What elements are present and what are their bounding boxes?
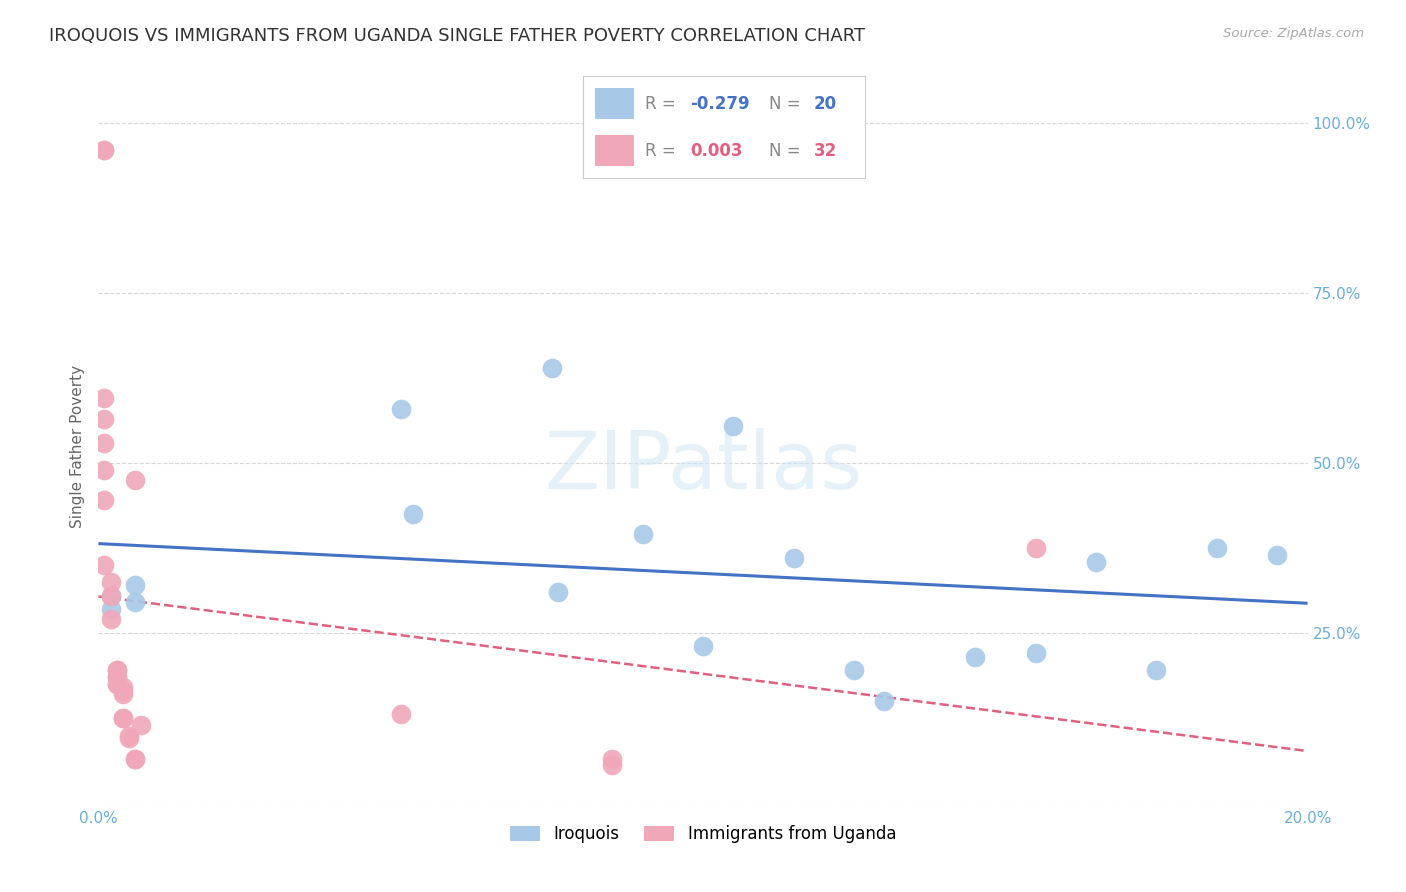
Point xyxy=(105,677,128,691)
Point xyxy=(93,392,115,406)
Point xyxy=(111,711,134,725)
Point xyxy=(111,711,134,725)
Point xyxy=(1206,541,1229,555)
Point xyxy=(111,683,134,698)
Text: 0.003: 0.003 xyxy=(690,142,742,160)
Point xyxy=(105,677,128,691)
Point xyxy=(602,758,624,772)
Point xyxy=(1024,646,1046,660)
Text: Source: ZipAtlas.com: Source: ZipAtlas.com xyxy=(1223,27,1364,40)
Text: R =: R = xyxy=(645,142,682,160)
Point xyxy=(547,585,569,599)
Legend: Iroquois, Immigrants from Uganda: Iroquois, Immigrants from Uganda xyxy=(502,817,904,852)
Point xyxy=(873,694,896,708)
Point xyxy=(723,418,745,433)
Point xyxy=(118,729,141,743)
Text: 32: 32 xyxy=(814,142,838,160)
Point xyxy=(124,473,146,487)
Point xyxy=(100,574,122,589)
Point xyxy=(389,401,412,416)
Point xyxy=(1024,541,1046,555)
Point xyxy=(402,507,425,521)
Text: ZIPatlas: ZIPatlas xyxy=(544,428,862,507)
Point xyxy=(93,493,115,508)
Text: R =: R = xyxy=(645,95,682,112)
Point xyxy=(111,687,134,701)
Point xyxy=(124,578,146,592)
Point xyxy=(93,463,115,477)
Point xyxy=(129,717,152,731)
Text: -0.279: -0.279 xyxy=(690,95,749,112)
Point xyxy=(1144,663,1167,677)
Point xyxy=(124,751,146,765)
Point xyxy=(105,663,128,677)
Point xyxy=(124,595,146,609)
Point xyxy=(105,670,128,684)
Text: 20: 20 xyxy=(814,95,837,112)
Bar xyxy=(595,136,634,166)
Point xyxy=(100,589,122,603)
Point xyxy=(100,589,122,603)
Point xyxy=(124,751,146,765)
Text: N =: N = xyxy=(769,142,806,160)
Point xyxy=(844,663,866,677)
Point xyxy=(631,527,654,541)
Text: IROQUOIS VS IMMIGRANTS FROM UGANDA SINGLE FATHER POVERTY CORRELATION CHART: IROQUOIS VS IMMIGRANTS FROM UGANDA SINGL… xyxy=(49,27,865,45)
Point xyxy=(105,663,128,677)
Point xyxy=(1267,548,1289,562)
Point xyxy=(111,680,134,694)
Point xyxy=(100,612,122,626)
Point xyxy=(692,640,714,654)
Point xyxy=(93,412,115,426)
Text: N =: N = xyxy=(769,95,806,112)
Point xyxy=(965,649,987,664)
Y-axis label: Single Father Poverty: Single Father Poverty xyxy=(70,365,86,527)
Point xyxy=(100,602,122,616)
Point xyxy=(93,558,115,572)
Point xyxy=(93,144,115,158)
Point xyxy=(118,731,141,746)
Point xyxy=(389,707,412,722)
Point xyxy=(1085,555,1108,569)
Point xyxy=(93,435,115,450)
Point xyxy=(602,751,624,765)
Point xyxy=(783,551,806,566)
Point xyxy=(540,360,562,375)
Point xyxy=(105,670,128,684)
Point xyxy=(93,144,115,158)
Bar xyxy=(595,88,634,119)
